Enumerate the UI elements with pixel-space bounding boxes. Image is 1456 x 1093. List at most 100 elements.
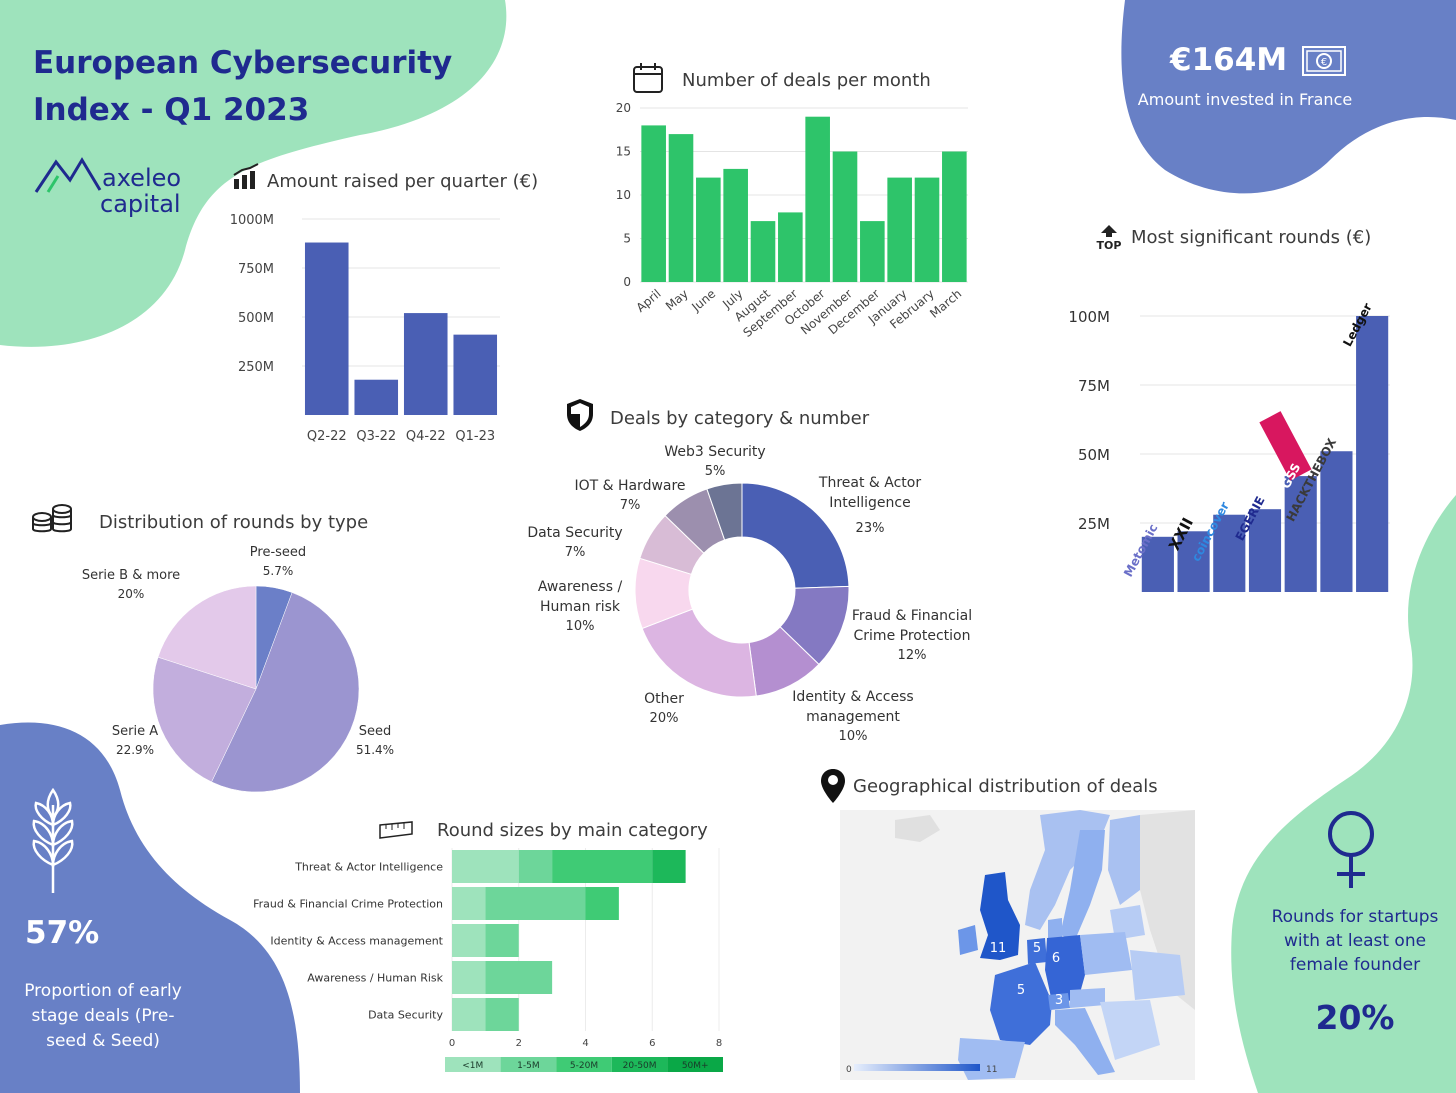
- bar-january: [887, 177, 912, 282]
- bar-june: [696, 177, 721, 282]
- donut-slice-label: Web3 Security: [664, 444, 765, 460]
- map-scale-bar: [854, 1064, 980, 1071]
- coins-icon: [32, 504, 72, 533]
- banknote-icon: €: [1302, 46, 1346, 76]
- stacked-bar-segment: [452, 850, 519, 883]
- pie-slice: [211, 592, 360, 793]
- stacked-bar-segment: [485, 887, 586, 920]
- pie-slice-label: Seed: [359, 724, 392, 739]
- donut-slice-percent: 5%: [705, 464, 726, 479]
- x-tick-label: May: [663, 287, 691, 314]
- y-tick-label: 25M: [1078, 515, 1110, 533]
- legend-label: 5-20M: [570, 1061, 598, 1071]
- female-symbol-icon: [1328, 811, 1374, 888]
- blue-blob-bottom-left: [0, 722, 300, 1093]
- gss-logo-badge: [1259, 411, 1312, 481]
- stacked-bar-segment: [552, 850, 653, 883]
- stacked-bar-segment: [652, 850, 686, 883]
- pie-slice-percent: 5.7%: [263, 564, 294, 578]
- map-scale-max: 11: [986, 1065, 997, 1075]
- page-title: European Cybersecurity Index - Q1 2023: [33, 40, 452, 134]
- map-uk: [980, 872, 1020, 960]
- kpi-early-value: 57%: [25, 915, 100, 951]
- donut-slice: [706, 482, 743, 541]
- legend-swatch: [556, 1057, 612, 1072]
- kpi-female-label-line3: female founder: [1289, 955, 1421, 975]
- kpi-france-label: Amount invested in France: [1137, 90, 1353, 109]
- y-tick-label: 50M: [1078, 446, 1110, 464]
- donut-slice-percent: 7%: [565, 545, 586, 560]
- type-chart-title: Distribution of rounds by type: [99, 512, 369, 533]
- category-label: Fraud & Financial Crime Protection: [253, 898, 443, 911]
- bar-metomic: [1141, 536, 1174, 592]
- logo-text-line1: axeleo: [102, 164, 182, 192]
- round-sizes-chart: 0 2 4 6 8 Threat & Actor Intelligence Fraud & …: [253, 848, 723, 1072]
- donut-slice-label: Awareness /: [538, 579, 623, 595]
- map-region-value: 6: [1052, 951, 1060, 966]
- logo-text-line2: capital: [100, 190, 181, 218]
- donut-slice-label: management: [806, 709, 900, 725]
- map-finland: [1108, 815, 1150, 905]
- y-tick-label: 750M: [238, 262, 274, 277]
- y-tick-label: 1000M: [230, 213, 274, 228]
- bar-xxii: [1177, 531, 1210, 592]
- map-poland: [1080, 932, 1132, 975]
- kpi-female-label-line1: Rounds for startups: [1271, 907, 1439, 927]
- map-balkans: [1100, 1000, 1160, 1060]
- stacked-bar-segment: [452, 998, 486, 1031]
- stacked-bar-segment: [485, 998, 519, 1031]
- legend-label: 20-50M: [623, 1061, 657, 1071]
- donut-slice-label: IOT & Hardware: [574, 478, 685, 494]
- category-label: Data Security: [368, 1009, 443, 1022]
- donut-slice-percent: 7%: [620, 498, 641, 513]
- bar-q3-22: [354, 379, 399, 415]
- kpi-female-label: Rounds for startups with at least one fe…: [1250, 905, 1456, 977]
- map-region-value: 5: [1017, 983, 1025, 998]
- bar-april: [641, 125, 666, 283]
- top-badge-label: TOP: [1096, 239, 1122, 252]
- x-tick-label: Q4-22: [406, 429, 446, 444]
- legend-label: 50M+: [682, 1061, 709, 1071]
- wheat-icon: [32, 787, 74, 893]
- stacked-bar-segment: [485, 924, 519, 957]
- map-region-value: 3: [1055, 993, 1063, 1008]
- pie-slice-percent: 22.9%: [116, 743, 154, 757]
- legend-swatch: [667, 1057, 723, 1072]
- donut-slice-label: Human risk: [540, 599, 621, 615]
- calendar-icon: [633, 63, 663, 93]
- category-donut-chart: Threat & Actor Intelligence 23% Fraud & Fin…: [527, 444, 972, 744]
- kpi-france-value: €164M: [1170, 42, 1288, 78]
- map-sweden: [1060, 830, 1105, 940]
- bar-march: [942, 151, 967, 282]
- x-tick-label: 2: [516, 1038, 522, 1049]
- map-pin-icon: [821, 769, 845, 803]
- bar-q1-23: [453, 334, 498, 415]
- donut-slice-label: Identity & Access: [792, 689, 913, 705]
- bar-may: [668, 134, 694, 282]
- svg-text:€: €: [1321, 57, 1327, 68]
- donut-slice-label: Intelligence: [829, 495, 910, 511]
- map-austria: [1070, 988, 1105, 1008]
- donut-slice: [741, 482, 850, 589]
- stacked-bar-segment: [485, 961, 553, 994]
- bar-february: [914, 177, 940, 282]
- x-tick-label: March: [927, 287, 964, 321]
- bar-gss: [1284, 476, 1317, 592]
- round-sizes-chart-title: Round sizes by main category: [437, 820, 708, 841]
- legend-swatch: [500, 1057, 557, 1072]
- bar-egerie: [1248, 509, 1282, 592]
- pie-slice-percent: 51.4%: [356, 743, 394, 757]
- bar-q2-22: [304, 242, 349, 415]
- map-ukraine: [1130, 950, 1185, 1000]
- rounds-chart-title: Most significant rounds (€): [1131, 227, 1372, 248]
- pie-slice: [152, 656, 257, 783]
- logo-mountain-icon: [34, 157, 102, 193]
- category-label: Identity & Access management: [270, 935, 443, 948]
- x-tick-label: 8: [716, 1038, 722, 1049]
- quarterly-chart-title: Amount raised per quarter (€): [267, 171, 539, 192]
- y-tick-label: 75M: [1078, 377, 1110, 395]
- map-netherlands: [1027, 938, 1047, 964]
- legend-swatch: [445, 1057, 501, 1072]
